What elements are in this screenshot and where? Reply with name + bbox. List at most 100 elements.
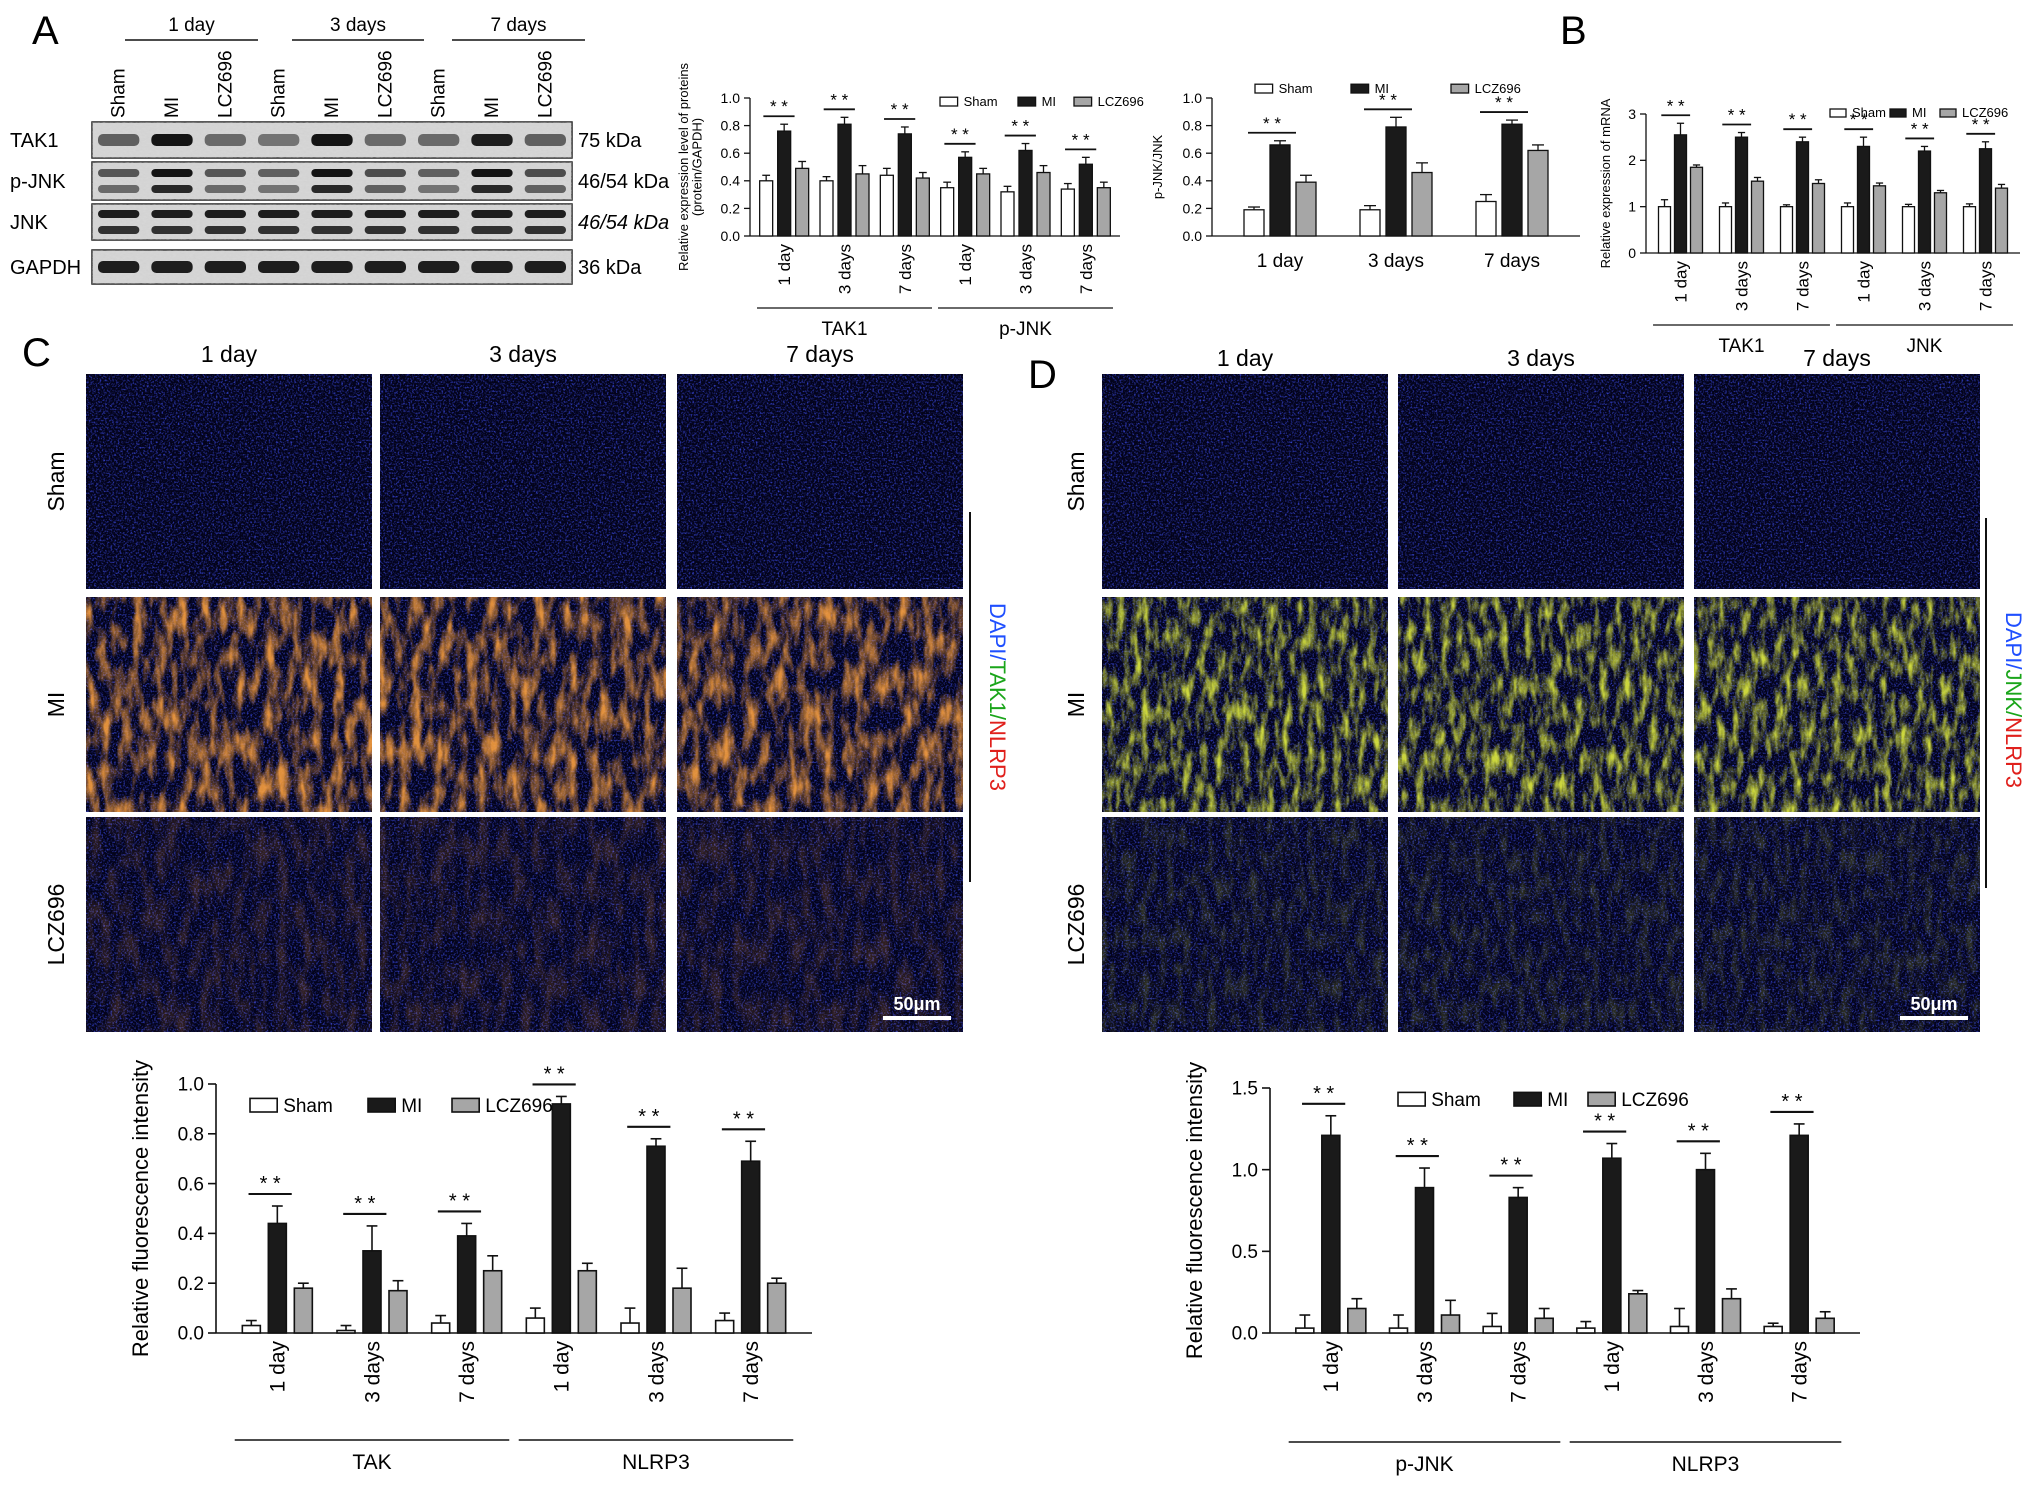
significance-stars: * * xyxy=(1850,110,1868,129)
blot-band xyxy=(204,134,246,146)
significance-stars: * * xyxy=(1728,106,1746,125)
y-tick-label: 3 xyxy=(1628,106,1636,122)
column-label: 3 days xyxy=(1507,345,1575,371)
micrograph-nuclei xyxy=(677,374,963,589)
blot-band xyxy=(471,261,513,273)
blot-protein-label: GAPDH xyxy=(10,257,81,279)
micrograph-signal xyxy=(677,597,963,812)
x-tick-label: 3 days xyxy=(1732,261,1751,311)
micrograph-signal xyxy=(1694,817,1980,1032)
micrograph-image xyxy=(1398,597,1684,812)
blot-band xyxy=(258,226,300,234)
blot-band xyxy=(204,261,246,273)
significance-stars: * * xyxy=(449,1190,470,1212)
group-label: NLRP3 xyxy=(1672,1453,1740,1476)
y-tick-label: 0.4 xyxy=(178,1224,205,1245)
blot-band xyxy=(524,134,566,146)
micrograph-signal xyxy=(1694,597,1980,812)
bar-sham xyxy=(1060,188,1075,237)
micrograph-nuclei xyxy=(1398,374,1684,589)
lane-label: Sham xyxy=(429,68,450,118)
western-blot: 1 day 3 days 7 days Sham MI LCZ696 Sham MI LCZ69… xyxy=(10,15,670,285)
blot-band xyxy=(98,210,140,218)
legend-label: Sham xyxy=(1852,105,1886,120)
bar-lcz696 xyxy=(1295,181,1317,237)
group-label: NLRP3 xyxy=(622,1451,690,1474)
panel-letter-a: A xyxy=(32,9,59,53)
y-tick-label: 1 xyxy=(1628,199,1636,215)
blot-band xyxy=(98,261,140,273)
y-tick-label: 0.6 xyxy=(721,145,741,161)
legend-swatch xyxy=(1397,1091,1427,1107)
micrograph-grid-d: 1 day 3 days 7 days Sham MI LCZ696 DAPI/JNK/NL… xyxy=(1063,345,2026,1032)
legend-swatch xyxy=(1829,108,1847,118)
column-label: 3 days xyxy=(489,341,557,367)
blot-band xyxy=(258,134,300,146)
blot-band xyxy=(98,185,140,193)
legend-swatch xyxy=(451,1097,481,1113)
bar-lcz696 xyxy=(1933,192,1948,254)
x-tick-label: 7 days xyxy=(1077,244,1096,294)
bar-sham xyxy=(759,180,774,237)
bar-lcz696 xyxy=(795,167,810,237)
significance-stars: * * xyxy=(354,1193,375,1215)
x-tick-label: 7 days xyxy=(456,1341,479,1403)
blot-band xyxy=(311,169,353,177)
significance-stars: * * xyxy=(544,1063,565,1085)
y-tick-label: 1.0 xyxy=(1232,1160,1258,1181)
bar-mi xyxy=(897,133,912,237)
x-tick-label: 3 days xyxy=(1695,1341,1718,1403)
bar-lcz696 xyxy=(976,173,991,237)
bar-lcz696 xyxy=(1440,1314,1461,1334)
legend-swatch xyxy=(939,96,959,107)
bar-mi xyxy=(1501,123,1523,237)
bar-mi xyxy=(456,1235,477,1334)
legend-label: Sham xyxy=(283,1096,333,1117)
legend-swatch xyxy=(367,1097,397,1113)
blot-band xyxy=(151,185,193,193)
bar-lcz696 xyxy=(1689,166,1704,254)
y-tick-label: 0.2 xyxy=(178,1274,204,1295)
y-tick-label: 0.0 xyxy=(721,228,741,244)
significance-stars: * * xyxy=(1972,115,1990,134)
bar-mi xyxy=(1734,136,1749,254)
micrograph-image xyxy=(380,817,666,1032)
blot-band xyxy=(311,134,353,146)
significance-stars: * * xyxy=(1789,110,1807,129)
legend-label: Sham xyxy=(1431,1090,1481,1111)
legend-label: MI xyxy=(1375,81,1389,96)
blot-band xyxy=(418,261,460,273)
bar-lcz696 xyxy=(1527,149,1549,237)
blot-protein-label: p-JNK xyxy=(10,171,66,193)
legend-label: LCZ696 xyxy=(1475,81,1521,96)
row-label: LCZ696 xyxy=(43,884,69,966)
x-tick-label: 1 day xyxy=(267,1341,290,1393)
blot-size-label: 46/54 kDa xyxy=(578,212,669,234)
blot-band xyxy=(418,210,460,218)
blot-band xyxy=(98,226,140,234)
bar-sham xyxy=(336,1329,356,1334)
time-group-label: 3 days xyxy=(330,15,386,36)
x-tick-label: 7 days xyxy=(896,244,915,294)
y-tick-label: 0.2 xyxy=(1183,200,1203,216)
blot-band xyxy=(364,185,406,193)
y-tick-label: 1.0 xyxy=(721,90,741,106)
bar-sham xyxy=(714,1319,735,1334)
lane-label: LCZ696 xyxy=(375,50,396,118)
legend-label: LCZ696 xyxy=(1098,94,1144,109)
bar-mi xyxy=(1673,134,1688,254)
x-tick-label: 3 days xyxy=(1016,244,1035,294)
group-label: p-JNK xyxy=(1395,1453,1453,1476)
bar-sham xyxy=(620,1322,640,1334)
y-tick-label: 0.0 xyxy=(1232,1324,1258,1345)
blot-band xyxy=(418,226,460,234)
bar-mi xyxy=(267,1222,288,1334)
bar-sham xyxy=(879,174,894,237)
micrograph-signal xyxy=(86,817,372,1032)
blot-strip-texture xyxy=(92,162,572,200)
x-tick-label: 7 days xyxy=(740,1341,763,1403)
bar-sham xyxy=(1000,191,1015,237)
x-tick-label: 3 days xyxy=(1368,251,1424,272)
lane-label: LCZ696 xyxy=(215,50,236,118)
bar-sham xyxy=(940,187,955,237)
